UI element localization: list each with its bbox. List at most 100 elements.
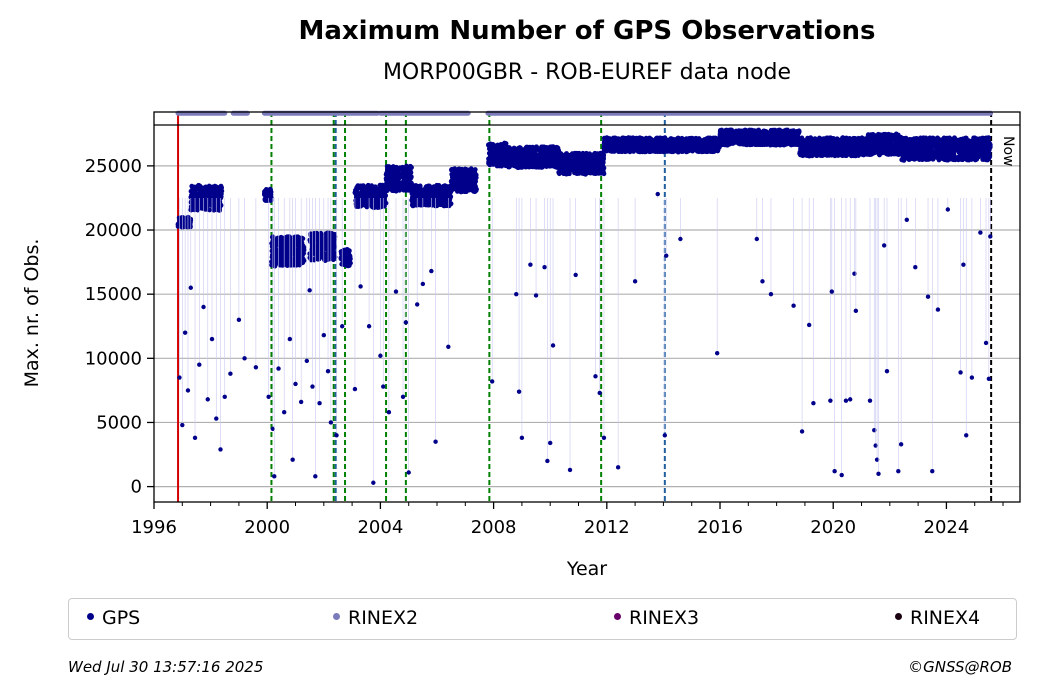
data-point: [753, 141, 759, 147]
data-point: [519, 156, 525, 162]
data-point: [406, 169, 412, 175]
data-point: [284, 251, 289, 256]
data-point: [207, 207, 212, 213]
data-point: [318, 230, 324, 236]
data-point: [401, 179, 407, 185]
data-point: [453, 183, 459, 189]
data-point: [671, 140, 676, 146]
data-point: [358, 201, 364, 206]
data-point: [263, 192, 269, 198]
data-point: [445, 186, 451, 192]
data-point: [739, 140, 745, 146]
data-point: [424, 193, 429, 199]
data-point: [202, 192, 208, 198]
data-point: [704, 136, 709, 142]
data-point: [339, 261, 345, 267]
data-point: [524, 147, 530, 153]
data-point: [490, 153, 495, 159]
data-point: [767, 134, 773, 140]
data-point: [531, 161, 537, 167]
data-point: [293, 253, 299, 259]
data-point: [512, 146, 518, 152]
data-point: [353, 198, 359, 204]
data-point: [588, 166, 594, 172]
data-point: [320, 253, 326, 258]
data-point: [692, 137, 698, 142]
data-point: [493, 152, 499, 158]
data-point: [583, 163, 589, 169]
data-point: [175, 224, 181, 229]
data-point: [203, 202, 208, 207]
data-point: [500, 157, 506, 163]
data-point: [696, 136, 701, 142]
data-point: [389, 176, 395, 182]
data-point: [392, 166, 397, 172]
data-point: [597, 170, 603, 176]
data-point: [559, 166, 565, 171]
data-point: [338, 255, 344, 261]
data-point: [338, 249, 344, 255]
data-point: [642, 148, 648, 154]
data-point: [788, 136, 794, 142]
data-point: [412, 185, 418, 190]
data-point: [418, 187, 424, 193]
data-point: [191, 197, 196, 203]
data-point: [452, 170, 458, 176]
data-point: [787, 131, 793, 137]
data-point: [578, 164, 584, 170]
chart-title: Maximum Number of GPS Observations: [298, 16, 876, 46]
data-point: [197, 190, 203, 196]
data-point: [495, 142, 501, 148]
data-point: [718, 137, 723, 143]
data-point: [461, 175, 467, 181]
data-point: [194, 184, 200, 189]
data-point: [523, 161, 529, 167]
data-point: [668, 148, 674, 154]
data-point: [323, 231, 329, 237]
data-point: [570, 163, 575, 168]
data-point: [274, 260, 280, 266]
data-point: [560, 158, 566, 164]
data-points: [175, 110, 994, 485]
data-point: [505, 156, 511, 162]
data-point: [586, 170, 592, 175]
data-point: [760, 129, 766, 135]
data-point: [269, 234, 275, 240]
data-point: [527, 163, 533, 169]
data-point: [203, 198, 209, 204]
data-point: [189, 192, 195, 198]
data-point: [412, 189, 417, 195]
data-point: [690, 142, 696, 148]
data-point: [388, 164, 394, 170]
data-point: [550, 144, 556, 150]
data-point: [545, 155, 551, 161]
data-point: [314, 255, 320, 261]
data-point: [717, 132, 723, 138]
data-point: [331, 254, 337, 260]
data-point: [313, 242, 319, 248]
data-point: [641, 137, 647, 143]
data-point: [540, 146, 546, 152]
data-point: [436, 184, 442, 190]
data-point: [364, 192, 369, 198]
data-point: [674, 137, 679, 143]
data-point: [653, 143, 659, 149]
data-point: [422, 197, 428, 203]
data-point: [532, 156, 538, 162]
data-point: [519, 164, 525, 170]
data-point: [539, 165, 545, 170]
data-point: [759, 138, 765, 143]
data-point: [293, 261, 299, 267]
data-point: [465, 182, 471, 188]
data-point: [397, 186, 403, 192]
data-point: [411, 194, 417, 200]
data-point: [309, 255, 315, 261]
data-point: [331, 251, 337, 257]
data-point: [581, 153, 587, 159]
data-point: [615, 148, 621, 153]
data-point: [661, 146, 667, 152]
data-point: [324, 243, 330, 249]
data-point: [439, 193, 445, 199]
data-point: [744, 141, 750, 147]
